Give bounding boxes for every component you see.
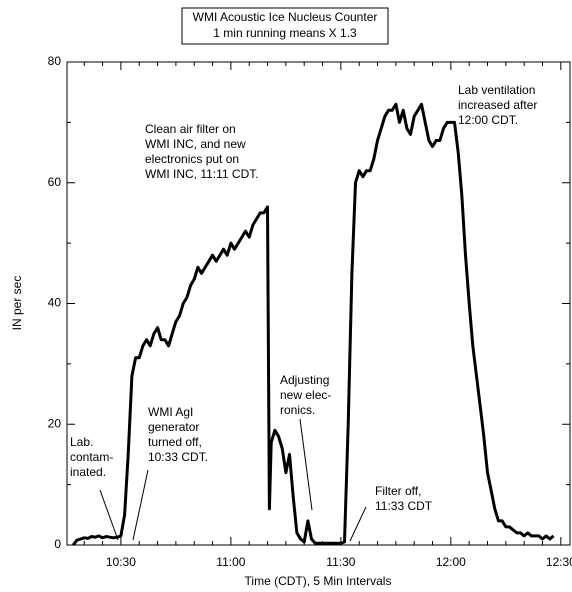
chart-title: WMI Acoustic Ice Nucleus Counter — [193, 10, 378, 24]
annotation: Lab ventilation — [458, 83, 535, 97]
x-tick-label: 12:30 — [546, 555, 572, 569]
title-box — [181, 7, 389, 45]
x-tick-label: 11:30 — [326, 555, 355, 569]
chart-subtitle: 1 min running means X 1.3 — [213, 26, 357, 40]
annotation: WMI AgI — [148, 405, 193, 419]
annotation: Adjusting — [280, 373, 329, 387]
y-tick-label: 60 — [48, 175, 62, 189]
x-tick-label: 10:30 — [106, 555, 136, 569]
annotation-leader — [99, 489, 119, 541]
y-tick-label: 40 — [48, 296, 62, 310]
annotation: Lab. — [70, 435, 93, 449]
annotation: WMI INC, 11:11 CDT. — [145, 167, 259, 181]
annotation-leader — [299, 418, 313, 511]
annotation: inated. — [70, 465, 106, 479]
x-axis-label: Time (CDT), 5 Min Intervals — [245, 574, 392, 588]
annotation-leader — [132, 469, 149, 541]
annotation-leader — [349, 506, 367, 542]
annotation: 10:33 CDT. — [148, 450, 208, 464]
y-tick-label: 0 — [54, 537, 61, 551]
annotation: Filter off, — [375, 484, 421, 498]
x-tick-label: 11:00 — [216, 555, 245, 569]
annotation: ronics. — [280, 403, 315, 417]
annotation: electronics put on — [145, 152, 239, 166]
annotation: generator — [148, 420, 199, 434]
data-line — [72, 102, 555, 546]
y-tick-label: 80 — [48, 54, 62, 68]
y-axis-label: IN per sec — [10, 276, 24, 331]
x-tick-label: 12:00 — [436, 555, 466, 569]
annotation: contam- — [70, 450, 113, 464]
y-tick-label: 20 — [48, 416, 62, 430]
annotation: increased after — [458, 98, 537, 112]
annotation: turned off, — [148, 435, 202, 449]
annotation: Clean air filter on — [145, 122, 236, 136]
plot-frame — [66, 61, 571, 546]
annotation: 12:00 CDT. — [458, 113, 518, 127]
annotation: 11:33 CDT — [375, 499, 433, 513]
annotation: new elec- — [280, 388, 331, 402]
annotation: WMI INC, and new — [145, 137, 246, 151]
